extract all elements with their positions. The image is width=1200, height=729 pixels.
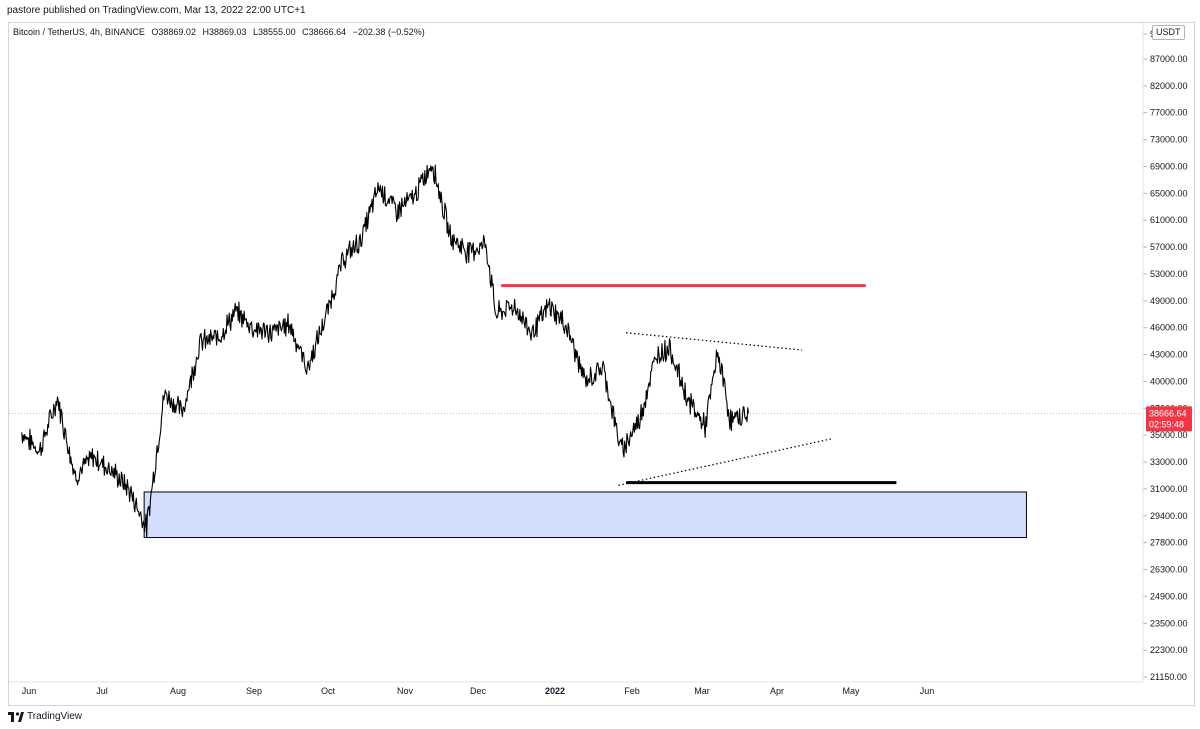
price-tick-label: 53000.00 xyxy=(1150,269,1188,279)
footer-branding: TradingView xyxy=(8,709,82,725)
time-tick-label: May xyxy=(842,686,860,696)
last-price-tag-countdown: 02:59:48 xyxy=(1149,419,1184,429)
time-tick-label: Dec xyxy=(470,686,487,696)
price-tick-label: 77000.00 xyxy=(1150,108,1188,118)
time-tick-label: Nov xyxy=(397,686,414,696)
lower-triangle-trendline xyxy=(618,437,833,486)
published-header: pastore published on TradingView.com, Ma… xyxy=(0,0,1200,22)
price-tick-label: 31000.00 xyxy=(1150,484,1188,494)
chart-frame xyxy=(8,22,1195,706)
price-tick-label: 35000.00 xyxy=(1150,430,1188,440)
price-change: −202.38 (−0.52%) xyxy=(352,27,425,37)
demand-zone-box xyxy=(143,491,1027,539)
annotation-layer xyxy=(501,284,897,486)
ohlc-close: C38666.64 xyxy=(302,27,347,37)
time-tick-label: Apr xyxy=(770,686,784,696)
price-tick-label: 27800.00 xyxy=(1150,538,1188,548)
price-tick-label: 82000.00 xyxy=(1150,81,1188,91)
price-tick-label: 87000.00 xyxy=(1150,54,1188,64)
price-tick-label: 61000.00 xyxy=(1150,215,1188,225)
price-line-series xyxy=(21,164,750,538)
price-tick-label: 24900.00 xyxy=(1150,591,1188,601)
price-tick-label: 22300.00 xyxy=(1150,645,1188,655)
time-tick-label: Jun xyxy=(920,686,935,696)
price-tick-label: 33000.00 xyxy=(1150,457,1188,467)
zone-layer xyxy=(9,413,1143,539)
price-tick-label: 40000.00 xyxy=(1150,376,1188,386)
price-tick-label: 69000.00 xyxy=(1150,161,1188,171)
price-tick-label: 23500.00 xyxy=(1150,618,1188,628)
price-series xyxy=(21,164,750,538)
time-tick-label: Oct xyxy=(321,686,336,696)
price-tick-label: 49000.00 xyxy=(1150,296,1188,306)
time-tick-label: Sep xyxy=(246,686,262,696)
price-tick-label: 65000.00 xyxy=(1150,188,1188,198)
ohlc-high: H38869.03 xyxy=(202,27,247,37)
time-tick-label: Jul xyxy=(96,686,108,696)
symbol-name: Bitcoin / TetherUS, 4h, BINANCE xyxy=(13,27,145,37)
price-tick-label: 29400.00 xyxy=(1150,511,1188,521)
footer-brand-text: TradingView xyxy=(27,711,83,722)
currency-badge[interactable]: USDT xyxy=(1152,25,1185,40)
price-tick-label: 73000.00 xyxy=(1150,135,1188,145)
symbol-legend[interactable]: Bitcoin / TetherUS, 4h, BINANCE O38869.0… xyxy=(13,26,429,38)
upper-triangle-trendline xyxy=(626,332,803,351)
ohlc-open: O38869.02 xyxy=(151,27,196,37)
time-tick-label: Mar xyxy=(694,686,710,696)
time-tick-label: Feb xyxy=(624,686,640,696)
tradingview-logo-icon xyxy=(8,712,24,722)
time-tick-label: 2022 xyxy=(545,686,565,696)
price-tick-label: 21150.00 xyxy=(1150,672,1187,682)
price-axis[interactable]: 9…87000.0082000.0077000.0073000.0069000.… xyxy=(1142,23,1188,682)
published-text: pastore published on TradingView.com, Ma… xyxy=(7,5,306,16)
price-tick-label: 57000.00 xyxy=(1150,242,1188,252)
price-tick-label: 46000.00 xyxy=(1150,323,1188,333)
last-price-tag-bg xyxy=(1146,406,1192,432)
time-tick-label: Jun xyxy=(22,686,37,696)
ohlc-low: L38555.00 xyxy=(253,27,296,37)
price-tick-label: 43000.00 xyxy=(1150,350,1188,360)
price-tick-label: 26300.00 xyxy=(1150,565,1188,575)
time-axis[interactable]: Jun Jul Aug Sep Oct Nov Dec 2022 Feb Mar Apr May Jun xyxy=(9,681,1143,696)
time-tick-label: Aug xyxy=(170,686,186,696)
last-price-tag-value: 38666.64 xyxy=(1149,408,1187,418)
